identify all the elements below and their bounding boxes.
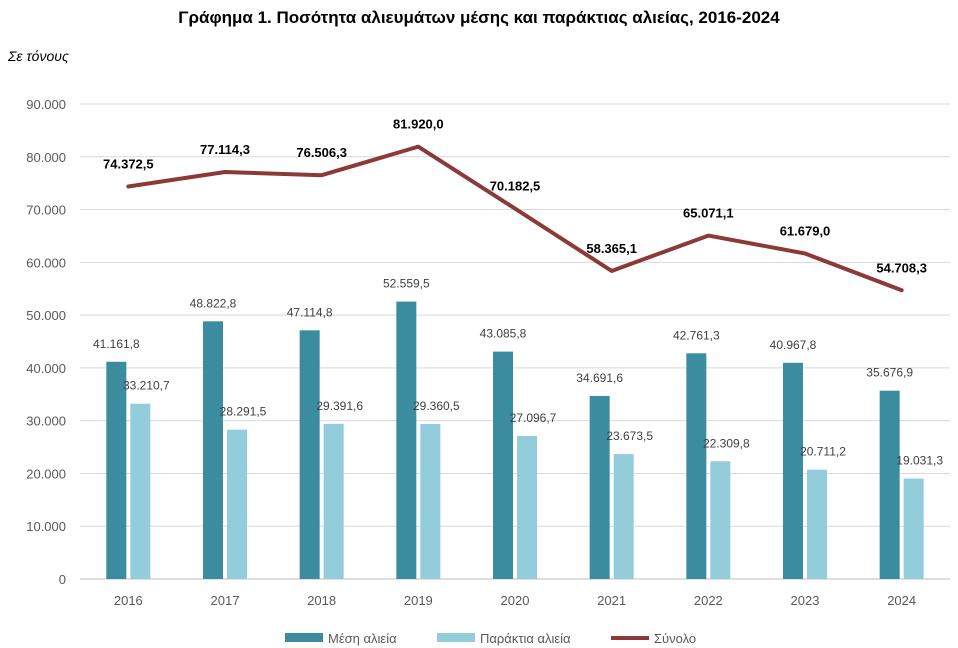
bar-label-coastal: 22.309,8: [703, 436, 750, 450]
bar-label-medium: 42.761,3: [673, 328, 720, 342]
bar-medium-fishing: [589, 395, 610, 579]
legend-label-total: Σύνολο: [654, 631, 696, 646]
bar-medium-fishing: [686, 353, 707, 579]
total-label: 61.679,0: [780, 223, 831, 238]
bar-medium-fishing: [106, 361, 127, 579]
bar-coastal-fishing: [517, 435, 537, 579]
y-tick-label: 30.000: [26, 414, 66, 429]
bar-label-medium: 41.161,8: [93, 337, 140, 351]
legend-label-coastal: Παράκτια αλιεία: [480, 631, 571, 646]
legend-swatch-coastal: [437, 633, 475, 642]
total-line-path: [126, 144, 904, 293]
bar-coastal-fishing: [903, 478, 924, 579]
legend-label-medium: Μέση αλιεία: [328, 631, 397, 646]
y-tick-label: 10.000: [26, 519, 66, 534]
y-tick-label: 0: [59, 572, 66, 587]
bar-coastal-fishing: [227, 429, 247, 579]
bar-label-medium: 48.822,8: [190, 296, 237, 310]
x-tick-label: 2024: [887, 593, 916, 608]
bar-medium-fishing: [396, 301, 417, 579]
bar-medium-fishing: [493, 351, 513, 579]
bar-coastal-fishing: [323, 423, 344, 579]
bar-label-medium: 35.676,9: [866, 366, 913, 380]
unit-label: Σε τόνους: [8, 48, 69, 64]
y-tick-label: 20.000: [26, 466, 66, 481]
x-tick-label: 2020: [501, 593, 530, 608]
x-tick-label: 2019: [404, 593, 433, 608]
bar-label-coastal: 29.391,6: [316, 399, 363, 413]
bar-label-medium: 52.559,5: [383, 277, 430, 291]
y-tick-label: 40.000: [26, 361, 66, 376]
bar-medium-fishing: [299, 330, 320, 579]
bar-medium-fishing: [879, 390, 900, 579]
y-tick-label: 60.000: [26, 255, 66, 270]
total-label: 70.182,5: [490, 179, 541, 194]
x-tick-label: 2017: [211, 593, 240, 608]
data-labels: 41.161,8 33.210,7 48.822,8 28.291,5 47.114,8…: [93, 117, 943, 468]
bar-label-coastal: 23.673,5: [606, 429, 653, 443]
bar-label-coastal: 29.360,5: [413, 399, 460, 413]
bar-label-medium: 40.967,8: [770, 338, 817, 352]
bar-label-coastal: 19.031,3: [896, 454, 943, 468]
y-tick-label: 80.000: [26, 150, 66, 165]
y-tick-label: 90.000: [26, 97, 66, 112]
legend-swatch-medium: [285, 633, 323, 642]
bar-coastal-fishing: [420, 424, 441, 579]
bars: [106, 301, 924, 579]
bar-coastal-fishing: [807, 469, 827, 579]
total-label: 58.365,1: [586, 241, 637, 256]
bar-label-coastal: 33.210,7: [123, 379, 170, 393]
x-tick-label: 2023: [791, 593, 820, 608]
bar-label-coastal: 28.291,5: [220, 405, 267, 419]
total-label: 74.372,5: [103, 156, 154, 171]
bar-medium-fishing: [203, 321, 223, 579]
x-tick-label: 2022: [694, 593, 723, 608]
bar-label-coastal: 20.711,2: [800, 445, 846, 459]
axes: 0 10.000 20.000 30.000 40.000 50.000 60.000 70.…: [26, 97, 950, 608]
bar-label-coastal: 27.096,7: [510, 411, 557, 425]
total-line: [126, 144, 904, 293]
total-label: 81.920,0: [393, 117, 444, 132]
bar-label-medium: 34.691,6: [576, 371, 623, 385]
total-label: 77.114,3: [200, 142, 250, 157]
bar-medium-fishing: [783, 362, 803, 579]
bar-coastal-fishing: [613, 454, 634, 579]
y-tick-label: 50.000: [26, 308, 66, 323]
y-tick-label: 70.000: [26, 203, 66, 218]
chart-title: Γράφημα 1. Ποσότητα αλιευμάτων μέσης και…: [178, 8, 780, 27]
legend: Μέση αλιεία Παράκτια αλιεία Σύνολο: [285, 631, 696, 646]
total-label: 76.506,3: [296, 145, 347, 160]
total-label: 65.071,1: [683, 206, 734, 221]
bar-label-medium: 47.114,8: [287, 305, 333, 319]
x-tick-label: 2021: [597, 593, 626, 608]
x-tick-label: 2018: [307, 593, 336, 608]
bar-coastal-fishing: [130, 403, 151, 579]
total-label: 54.708,3: [876, 260, 927, 275]
x-tick-label: 2016: [114, 593, 143, 608]
bar-coastal-fishing: [710, 461, 731, 579]
bar-label-medium: 43.085,8: [480, 327, 527, 341]
